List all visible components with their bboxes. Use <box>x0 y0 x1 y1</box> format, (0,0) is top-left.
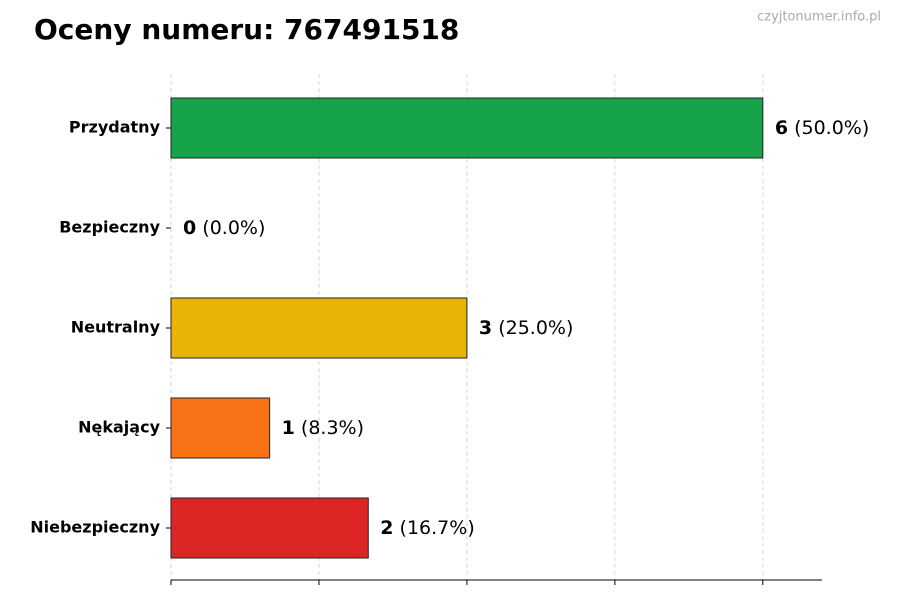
value-label: 6 (50.0%) <box>775 117 869 139</box>
value-number: 1 <box>282 417 295 439</box>
y-tick-label: Przydatny <box>69 118 161 137</box>
y-tick-label: Nękający <box>78 418 160 437</box>
value-number: 2 <box>380 517 393 539</box>
value-label: 2 (16.7%) <box>380 517 474 539</box>
value-number: 0 <box>183 217 196 239</box>
bar <box>170 397 271 459</box>
value-label: 0 (0.0%) <box>183 217 265 239</box>
y-tick-label: Bezpieczny <box>59 218 160 237</box>
bar <box>170 297 468 359</box>
watermark: czyjtonumer.info.pl <box>757 10 881 25</box>
value-number: 6 <box>775 117 788 139</box>
value-label: 1 (8.3%) <box>282 417 364 439</box>
value-percent: (25.0%) <box>498 317 573 339</box>
y-tick-label: Niebezpieczny <box>30 518 160 537</box>
y-tick-label: Neutralny <box>71 318 161 337</box>
value-number: 3 <box>479 317 492 339</box>
value-percent: (8.3%) <box>301 417 364 439</box>
chart-title: Oceny numeru: 767491518 <box>34 13 459 46</box>
value-label: 3 (25.0%) <box>479 317 573 339</box>
value-percent: (16.7%) <box>400 517 475 539</box>
value-percent: (0.0%) <box>202 217 265 239</box>
value-percent: (50.0%) <box>794 117 869 139</box>
bar <box>170 497 369 559</box>
bar <box>170 97 764 159</box>
